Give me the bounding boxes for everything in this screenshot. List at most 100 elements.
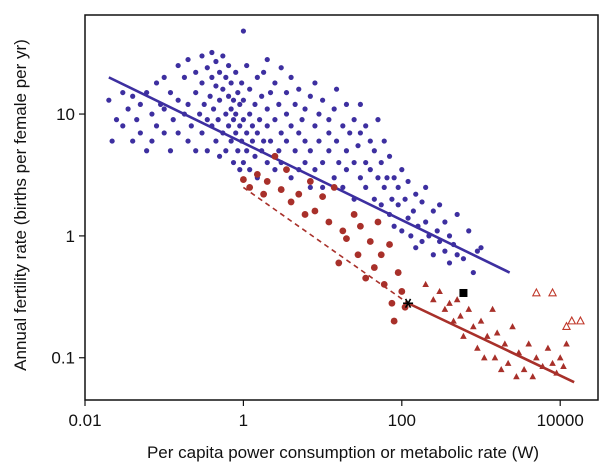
blue-circle-point [113,117,120,123]
blue-circle-point [213,138,219,144]
red-circle-point [277,186,285,193]
red-circle-point [319,193,327,201]
blue-circle-point [225,123,232,129]
blue-circle-point [185,56,191,63]
blue-circle-point [225,62,232,69]
red-circle-point [330,184,338,191]
blue-circle-point [430,252,436,258]
red-circle-point [295,190,303,198]
red-triangle-point [501,340,509,347]
blue-circle-point [320,184,326,191]
red-triangle-point [556,354,564,361]
blue-circle-point [434,228,440,234]
blue-circle-point [302,138,308,144]
red-triangle-point [513,373,520,380]
blue-circle-point [460,256,467,262]
blue-circle-point [466,228,472,234]
blue-circle-point [442,219,448,225]
blue-circle-point [371,148,377,154]
red-triangle-point [493,329,501,336]
blue-circle-point [381,138,387,144]
blue-circle-point [410,208,416,214]
blue-circle-point [185,101,191,108]
red-triangle-point [563,340,570,347]
blue-circle-point [340,184,346,191]
red-circle-point [366,238,374,245]
blue-circle-point [264,56,270,63]
blue-circle-point [415,223,421,229]
red-triangle-point [553,369,560,376]
blue-circle-point [134,117,140,123]
red-triangle-point [480,354,488,361]
blue-circle-point [181,111,188,117]
red-triangle-point [457,312,464,319]
blue-circle-point [161,106,167,112]
blue-circle-point [288,74,294,80]
blue-circle-point [316,138,322,144]
blue-circle-point [209,49,215,56]
blue-circle-point [153,123,160,129]
x-tick-label: 100 [388,411,416,430]
red-triangle-point [450,317,457,324]
blue-circle-point [442,248,448,254]
blue-circle-point [137,130,143,136]
blue-circle-point [120,123,126,129]
blue-circle-point [220,53,226,59]
blue-circle-point [216,153,223,159]
blue-circle-point [384,175,390,181]
blue-circle-point [244,148,250,154]
red-circle-point [260,190,268,198]
blue-circle-point [188,123,194,129]
red-circle-point [240,176,247,183]
blue-circle-point [261,69,267,75]
blue-circle-point [405,178,411,185]
blue-circle-point [312,123,318,129]
blue-circle-point [230,159,237,166]
red-circle-point [343,235,350,243]
blue-circle-point [240,117,247,123]
blue-circle-point [199,130,205,136]
blue-circle-point [320,97,326,103]
blue-circle-point [363,184,369,191]
blue-circle-point [426,233,432,239]
axis-ticks: 0.01 1 100 10000 0.1 1 10 [51,105,583,430]
blue-circle-point [209,123,215,129]
blue-circle-point [204,148,210,154]
plot-frame [84,14,599,401]
blue-circle-point [264,159,270,166]
blue-circle-point [247,86,253,92]
blue-circle-point [230,117,237,123]
red-triangle-point [525,340,532,347]
blue-circle-point [259,93,265,99]
red-triangle-point [515,349,523,356]
red-triangle-point [460,332,467,339]
y-tick-label: 0.1 [51,349,75,368]
red-triangle-point [529,373,537,380]
blue-circle-point [170,117,176,123]
blue-circle-point [264,123,270,129]
red-triangle-point [477,317,485,324]
red-circle-point [283,166,290,174]
blue-circle-point [312,80,318,86]
blue-circle-point [296,130,302,136]
red-circle-point [246,184,254,191]
red-triangle-point [520,366,528,373]
blue-circle-point [351,196,357,202]
red-triangle-point [539,362,546,369]
blue-circle-point [292,101,298,108]
blue-circle-point [478,245,484,251]
blue-circle-point [235,89,241,96]
blue-circle-point [199,80,205,86]
blue-circle-point [343,167,350,173]
blue-circle-point [247,111,253,117]
red-triangle-point [504,359,512,366]
blue-circle-point [446,260,453,266]
blue-circle-point [240,159,247,166]
red-triangle-point [453,296,461,303]
blue-circle-point [343,101,350,108]
blue-circle-point [288,175,294,181]
blue-circle-point [199,53,205,59]
asterisk-stroke [404,298,412,308]
blue-circle-point [363,159,369,166]
x-tick-label: 10000 [537,411,584,430]
